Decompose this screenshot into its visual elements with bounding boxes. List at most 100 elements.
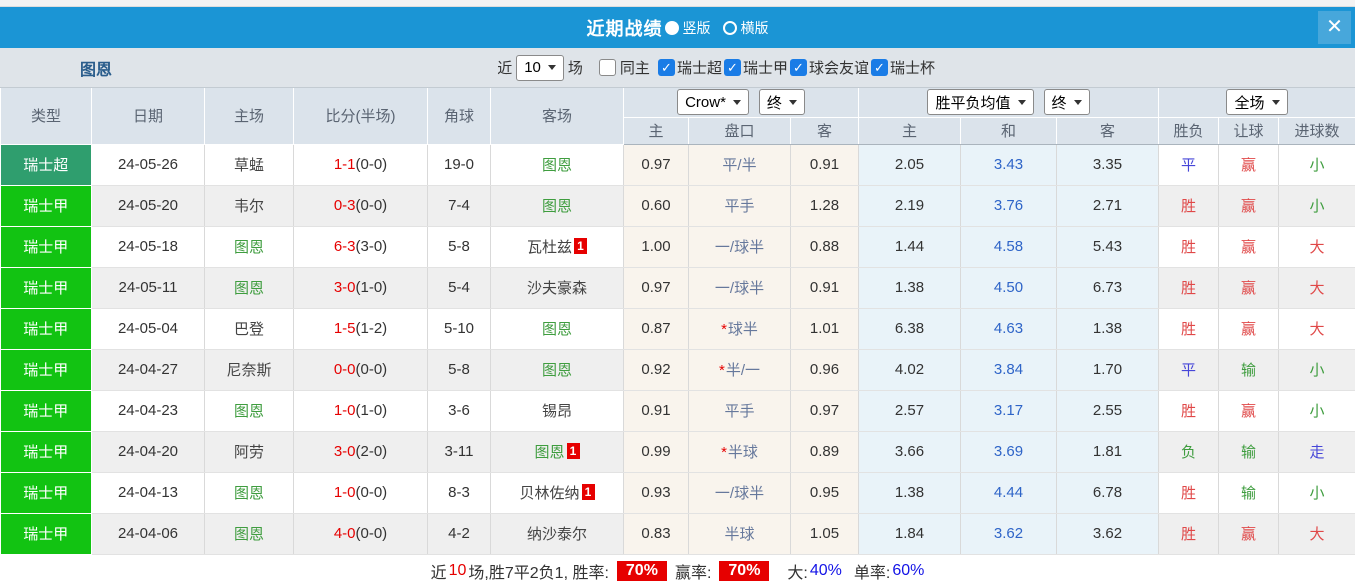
table-row: 瑞士甲 24-04-13 图恩 1-0(0-0) 8-3 贝林佐纳 1 0.93 一/球半 0.9… [0,472,1355,514]
home-team: 尼奈斯 [204,349,294,391]
league-checkbox-label[interactable]: 瑞士甲 [742,60,788,77]
goals-result-cell: 小 [1278,472,1355,514]
score-cell: 4-0(0-0) [293,513,428,555]
avg-draw-odds: 4.58 [960,226,1057,268]
handicap-result-cell: 赢 [1218,185,1279,227]
subheader-handicap: 盘口 [688,117,791,145]
near-label: 近 [497,60,513,77]
avg-time-value: 终 [1051,94,1067,112]
match-count-select[interactable]: 10 [516,54,564,81]
home-odds: 0.97 [623,267,689,309]
away-odds: 0.97 [790,390,859,432]
away-team: 图恩 1 [490,431,624,473]
subheader-avg-draw: 和 [960,117,1057,145]
avg-away-odds: 3.62 [1056,513,1159,555]
handicap-cell: *半球 [688,431,791,473]
match-date: 24-05-20 [91,185,205,227]
avg-home-odds: 1.38 [858,472,961,514]
league-checkbox[interactable]: ✓ [870,59,888,76]
handicap-result-cell: 赢 [1218,144,1279,186]
away-team: 锡昂 [490,390,624,432]
same-home-checkbox[interactable] [598,59,616,76]
match-count-value: 10 [524,59,541,76]
avg-select-cell: 胜平负均值 终 [858,88,1159,118]
avg-home-odds: 2.57 [858,390,961,432]
handicap-cell: *球半 [688,308,791,350]
avg-draw-odds: 3.84 [960,349,1057,391]
radio-vertical-selected-icon[interactable] [664,20,679,35]
league-badge: 瑞士超 [0,144,92,186]
away-team: 图恩 [490,349,624,391]
league-badge: 瑞士甲 [0,349,92,391]
avg-draw-odds: 4.50 [960,267,1057,309]
radio-horizontal-icon[interactable] [722,20,737,35]
table-row: 瑞士甲 24-04-20 阿劳 3-0(2-0) 3-11 图恩 1 0.99 *半球 0.89 3… [0,431,1355,473]
league-badge: 瑞士甲 [0,226,92,268]
header-type: 类型 [0,88,92,145]
goals-result-cell: 大 [1278,308,1355,350]
odds-time-select[interactable]: 终 [758,89,805,116]
layout-radio-group: 竖版 横版 [663,18,769,38]
radio-vertical-label[interactable]: 竖版 [682,19,711,36]
avg-home-odds: 1.38 [858,267,961,309]
match-date: 24-05-04 [91,308,205,350]
handicap-cell: 平手 [688,185,791,227]
chevron-down-icon [1271,99,1280,105]
league-checkbox[interactable]: ✓ [723,59,741,76]
score-cell: 1-0(0-0) [293,472,428,514]
league-badge: 瑞士甲 [0,390,92,432]
subheader-handicap-result: 让球 [1218,117,1279,145]
avg-type-select[interactable]: 胜平负均值 [927,89,1034,116]
score-cell: 1-5(1-2) [293,308,428,350]
avg-away-odds: 6.78 [1056,472,1159,514]
home-team: 图恩 [204,267,294,309]
league-badge: 瑞士甲 [0,267,92,309]
score-cell: 0-3(0-0) [293,185,428,227]
same-home-label[interactable]: 同主 [619,60,650,77]
handicap-result-cell: 输 [1218,349,1279,391]
close-icon[interactable]: ✕ [1318,11,1351,44]
corner-cell: 5-8 [427,226,491,268]
subheader-goals: 进球数 [1278,117,1355,145]
league-checkbox[interactable]: ✓ [789,59,807,76]
red-card-badge: 1 [581,484,595,500]
league-checkbox-label[interactable]: 瑞士杯 [889,60,935,77]
title-bar: 近期战绩 竖版 横版 ✕ [0,7,1355,48]
subheader-avg-away: 客 [1056,117,1159,145]
scope-select-cell: 全场 [1158,88,1355,118]
match-date: 24-05-26 [91,144,205,186]
away-odds: 1.05 [790,513,859,555]
league-checkbox[interactable]: ✓ [657,59,675,76]
home-odds: 0.92 [623,349,689,391]
subheader-result: 胜负 [1158,117,1219,145]
result-cell: 胜 [1158,226,1219,268]
avg-time-select[interactable]: 终 [1043,89,1090,116]
handicap-cell: 一/球半 [688,267,791,309]
goals-result-cell: 大 [1278,267,1355,309]
home-team: 巴登 [204,308,294,350]
away-team: 图恩 [490,308,624,350]
avg-away-odds: 2.71 [1056,185,1159,227]
corner-cell: 3-11 [427,431,491,473]
goals-result-cell: 小 [1278,349,1355,391]
handicap-result-cell: 输 [1218,472,1279,514]
league-checkbox-label[interactable]: 瑞士超 [676,60,722,77]
odds-company-select[interactable]: Crow* [677,89,749,116]
corner-cell: 4-2 [427,513,491,555]
avg-draw-odds: 3.69 [960,431,1057,473]
away-team: 图恩 [490,185,624,227]
scope-select[interactable]: 全场 [1226,89,1288,116]
result-cell: 平 [1158,349,1219,391]
radio-horizontal-label[interactable]: 横版 [740,19,769,36]
match-date: 24-04-20 [91,431,205,473]
result-cell: 胜 [1158,185,1219,227]
footer-single-value: 60% [892,561,925,579]
league-checkbox-label[interactable]: 球会友谊 [808,60,869,77]
goals-result-cell: 小 [1278,390,1355,432]
home-odds: 0.83 [623,513,689,555]
league-badge: 瑞士甲 [0,185,92,227]
result-cell: 胜 [1158,472,1219,514]
footer-summary: 场,胜7平2负1, 胜率: [468,564,609,582]
league-badge: 瑞士甲 [0,472,92,514]
table-row: 瑞士甲 24-04-27 尼奈斯 0-0(0-0) 5-8 图恩 0.92 *半/一 0.96 4… [0,349,1355,391]
